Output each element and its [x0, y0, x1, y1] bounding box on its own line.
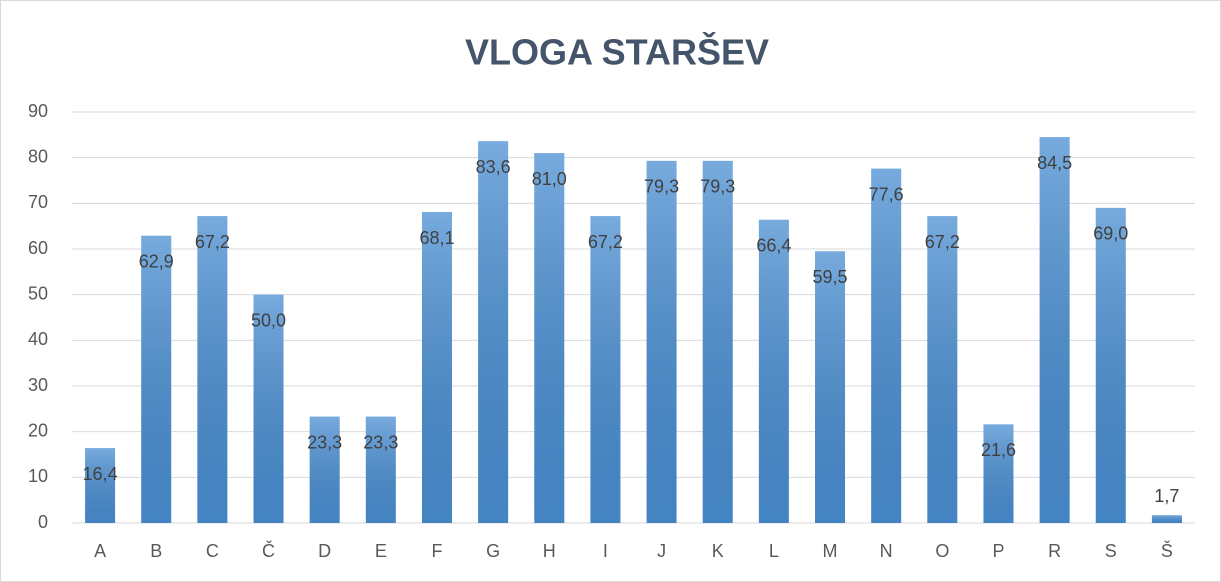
bar-shade [365, 416, 396, 523]
x-tick-label: I [603, 541, 608, 561]
y-tick-label: 70 [28, 192, 48, 212]
y-tick-label: 60 [28, 238, 48, 258]
bar-shade [253, 294, 284, 523]
value-label: 67,2 [925, 232, 960, 252]
value-label: 68,1 [419, 228, 454, 248]
x-tick-label: R [1048, 541, 1061, 561]
x-tick-label: A [94, 541, 106, 561]
value-label: 1,7 [1154, 486, 1179, 506]
bar-shade [646, 160, 677, 523]
x-tick-label: G [486, 541, 500, 561]
x-tick-label: N [880, 541, 893, 561]
bar-shade [1095, 207, 1126, 523]
x-tick-label: K [712, 541, 724, 561]
value-label: 66,4 [756, 236, 791, 256]
x-tick-label: L [769, 541, 779, 561]
x-tick-label: H [543, 541, 556, 561]
bar-shade [815, 251, 846, 524]
value-label: 83,6 [476, 157, 511, 177]
bar-shade [309, 416, 340, 523]
x-tick-label: O [935, 541, 949, 561]
x-tick-label: Č [262, 540, 275, 561]
y-tick-label: 30 [28, 375, 48, 395]
value-label: 59,5 [813, 267, 848, 287]
x-tick-label: Š [1161, 540, 1173, 561]
y-tick-label: 90 [28, 101, 48, 121]
y-tick-label: 10 [28, 466, 48, 486]
value-label: 23,3 [307, 432, 342, 452]
value-label: 50,0 [251, 310, 286, 330]
value-label: 69,0 [1093, 224, 1128, 244]
x-tick-label: F [431, 541, 442, 561]
x-tick-label: C [206, 541, 219, 561]
value-label: 67,2 [195, 232, 230, 252]
bar-shade [1151, 515, 1182, 523]
value-label: 16,4 [83, 464, 118, 484]
bar-shade [871, 168, 902, 524]
value-label: 84,5 [1037, 153, 1072, 173]
x-tick-label: M [823, 541, 838, 561]
value-label: 21,6 [981, 440, 1016, 460]
x-tick-label: E [375, 541, 387, 561]
bar-shade [1039, 137, 1070, 523]
bar-shade [983, 424, 1014, 523]
bar-shade [758, 219, 789, 524]
bar-shade [141, 235, 172, 524]
bar-shade [197, 216, 228, 523]
chart-title: VLOGA STARŠEV [465, 31, 769, 73]
bar-shade [927, 216, 958, 523]
y-tick-label: 50 [28, 283, 48, 303]
value-label: 67,2 [588, 232, 623, 252]
bar-shade [478, 141, 509, 523]
value-label: 79,3 [644, 177, 679, 197]
value-label: 62,9 [139, 252, 174, 272]
x-tick-label: P [992, 541, 1004, 561]
y-tick-label: 40 [28, 329, 48, 349]
bar-shade [85, 448, 116, 523]
bar-shade [590, 216, 621, 523]
bar-shade [534, 153, 565, 523]
x-tick-label: D [318, 541, 331, 561]
y-tick-label: 80 [28, 146, 48, 166]
x-tick-label: B [150, 541, 162, 561]
y-tick-label: 0 [38, 512, 48, 532]
value-label: 81,0 [532, 169, 567, 189]
bar-shade [702, 160, 733, 523]
x-tick-label: J [657, 541, 666, 561]
y-tick-label: 20 [28, 420, 48, 440]
value-label: 23,3 [363, 432, 398, 452]
value-label: 77,6 [869, 184, 904, 204]
value-label: 79,3 [700, 177, 735, 197]
bar-shade [421, 212, 452, 523]
x-tick-label: S [1105, 541, 1117, 561]
